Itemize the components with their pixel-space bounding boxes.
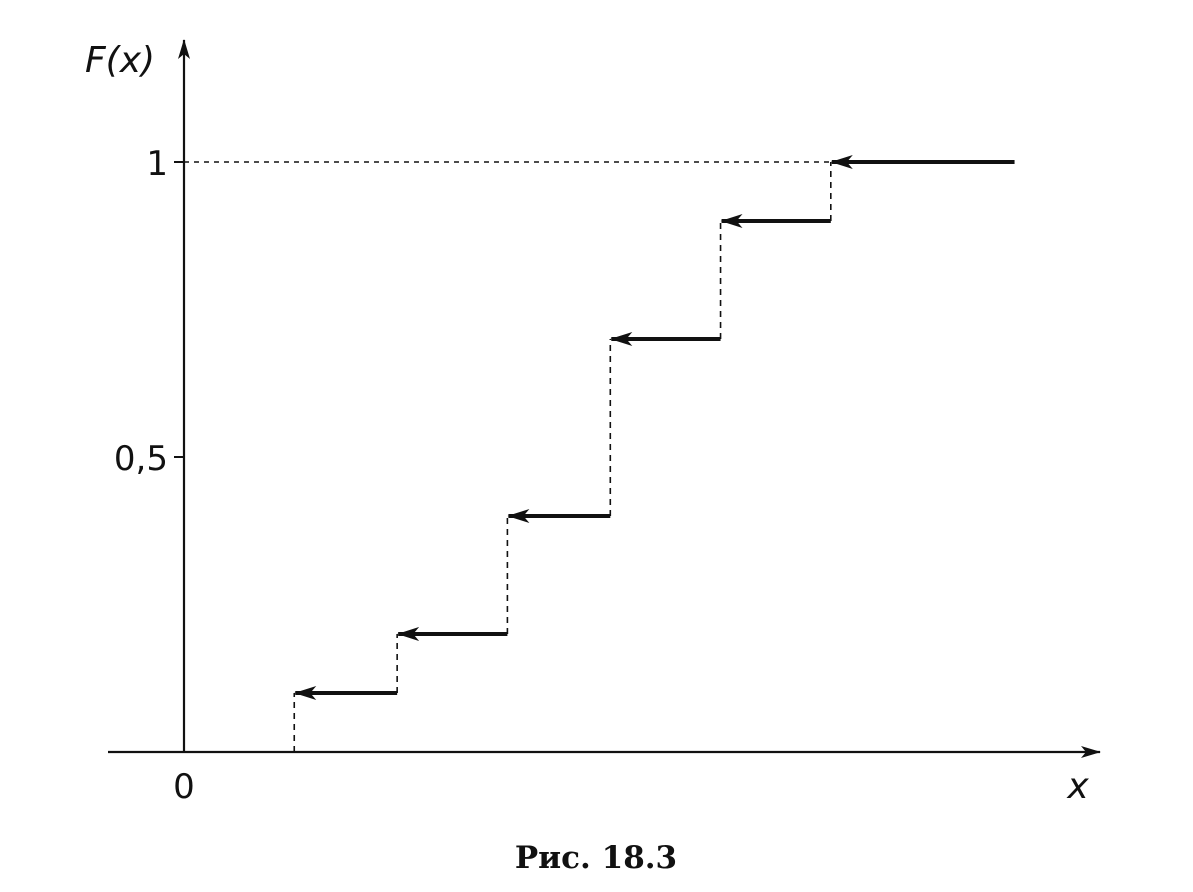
figure-caption: Рис. 18.3 [515,840,677,876]
y-tick-label: 1 [146,144,168,184]
y-axis-label: F(x) [85,40,155,81]
y-tick-label: 0,5 [114,439,168,479]
step-series [293,155,1015,752]
x-axis-label: x [1066,766,1089,807]
origin-label: 0 [173,767,195,807]
